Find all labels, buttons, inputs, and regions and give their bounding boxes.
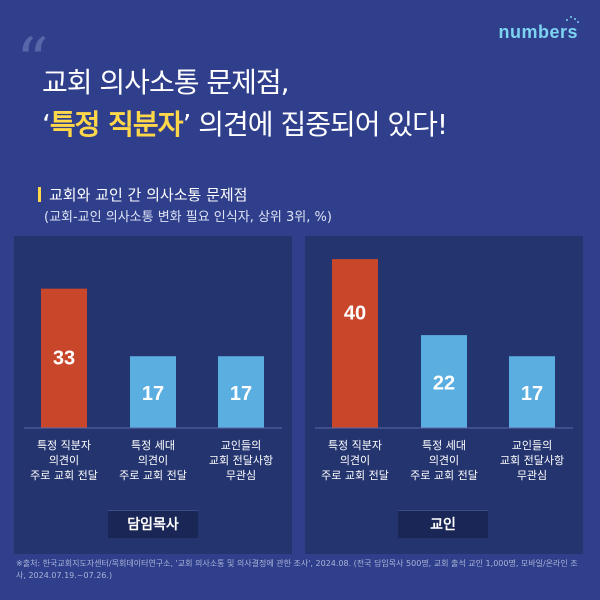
logo-text: numbers [498,22,578,42]
page-title: 교회 의사소통 문제점, ‘특정 직분자’ 의견에 집중되어 있다! [42,62,448,146]
section-marker-icon [38,187,41,202]
section-subtitle: (교회-교인 의사소통 변화 필요 인식자, 상위 3위, %) [44,210,332,225]
bar-pastor-2 [130,356,176,428]
headline-suffix: ’ 의견에 집중되어 있다! [182,108,448,141]
category-label-member-2: 특정 세대 의견이 주로 교회 전달 [410,439,478,482]
headline-line2: ‘특정 직분자’ 의견에 집중되어 있다! [42,104,448,146]
group-label-pastor: 담임목사 [108,510,198,538]
value-label-pastor-1: 33 [53,347,75,369]
bar-member-1 [332,259,378,428]
quote-mark-icon: “ [16,25,49,99]
category-label-member-1: 특정 직분자 의견이 주로 교회 전달 [321,439,389,482]
value-label-pastor-3: 17 [230,383,252,405]
bar-member-2 [421,335,467,428]
bar-pastor-1 [41,288,87,428]
logo-dots-icon [564,15,580,23]
numbers-logo: numbers [498,16,579,43]
category-label-pastor-1: 특정 직분자 의견이 주로 교회 전달 [30,439,98,482]
category-label-pastor-2: 특정 세대 의견이 주로 교회 전달 [119,439,187,482]
headline-line1: 교회 의사소통 문제점, [42,66,290,99]
headline-highlight: 특정 직분자 [49,108,184,141]
value-label-member-1: 40 [344,303,366,325]
source-footnote: ※출처: 한국교회지도자센터/목회데이터연구소, '교회 의사소통 및 의사결정… [16,559,578,580]
category-label-member-3: 교인들의 교회 전달사항 무관심 [499,439,565,482]
category-label-pastor-3: 교인들의 교회 전달사항 무관심 [208,439,274,482]
section-title-text: 교회와 교인 간 의사소통 문제점 [49,186,248,204]
value-label-pastor-2: 17 [142,383,164,405]
bar-pastor-3 [218,356,264,428]
headline-prefix: ‘ [42,108,51,141]
group-label-member: 교인 [398,510,488,538]
value-label-member-2: 22 [433,373,455,395]
section-title: 교회와 교인 간 의사소통 문제점 [38,184,247,205]
bar-member-3 [509,356,555,428]
value-label-member-3: 17 [521,383,543,405]
